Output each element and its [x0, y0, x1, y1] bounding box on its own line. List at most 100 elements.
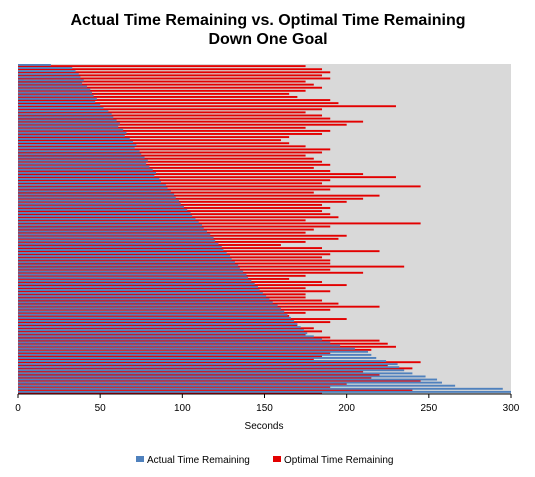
bar-optimal	[18, 222, 421, 225]
bar-actual	[18, 122, 120, 125]
bar-actual	[18, 101, 96, 103]
bar-optimal	[18, 111, 306, 114]
bar-actual	[18, 202, 181, 205]
legend-swatch-optimal	[273, 456, 281, 462]
bar-actual	[18, 384, 456, 387]
bar-actual	[18, 205, 184, 208]
bar-optimal	[18, 361, 421, 364]
bar-optimal	[18, 256, 323, 259]
bar-actual	[18, 125, 119, 128]
bar-optimal	[18, 92, 290, 95]
x-tick-label: 100	[174, 403, 191, 414]
bar-actual	[18, 94, 94, 97]
bar-actual	[18, 138, 130, 140]
legend-label-optimal: Optimal Time Remaining	[284, 455, 393, 466]
bar-optimal	[18, 120, 364, 123]
bar-actual	[18, 208, 188, 211]
bar-actual	[18, 313, 288, 316]
x-tick-label: 50	[95, 403, 107, 414]
bar-actual	[18, 264, 239, 267]
bar-actual	[18, 85, 88, 88]
bar-actual	[18, 134, 125, 137]
bar-actual	[18, 307, 281, 310]
bar-optimal	[18, 259, 331, 262]
bar-optimal	[18, 200, 347, 203]
bar-optimal	[18, 262, 331, 265]
bar-actual	[18, 323, 298, 325]
bar-optimal	[18, 71, 331, 74]
bar-optimal	[18, 126, 306, 129]
bar-actual	[18, 347, 355, 350]
bar-actual	[18, 319, 295, 322]
bar-actual	[18, 79, 84, 82]
bar-optimal	[18, 142, 290, 145]
bar-actual	[18, 276, 249, 279]
bar-optimal	[18, 207, 331, 209]
bar-actual	[18, 162, 147, 165]
bar-optimal	[18, 170, 331, 172]
x-tick-label: 300	[503, 403, 520, 414]
bar-actual	[18, 230, 207, 233]
bar-optimal	[18, 96, 298, 98]
bar-actual	[18, 171, 157, 174]
bar-actual	[18, 168, 153, 171]
bar-actual	[18, 341, 331, 344]
bar-optimal	[18, 74, 323, 77]
bar-actual	[18, 239, 216, 242]
bar-actual	[18, 267, 240, 270]
bar-actual	[18, 356, 377, 359]
bar-actual	[18, 298, 270, 301]
bar-actual	[18, 131, 127, 134]
bar-optimal	[18, 176, 396, 179]
bar-actual	[18, 153, 142, 156]
bar-optimal	[18, 247, 323, 250]
bar-optimal	[18, 219, 306, 222]
bar-optimal	[18, 148, 331, 151]
x-tick-label: 0	[15, 403, 21, 414]
bar-actual	[18, 144, 137, 147]
bar-optimal	[18, 271, 364, 274]
bar-optimal	[18, 293, 306, 296]
x-tick-label: 150	[256, 403, 273, 414]
bar-optimal	[18, 382, 347, 385]
bar-optimal	[18, 154, 306, 157]
bar-optimal	[18, 133, 323, 135]
bar-optimal	[18, 290, 331, 293]
bar-actual	[18, 181, 161, 184]
bar-actual	[18, 381, 442, 384]
bar-actual	[18, 91, 92, 94]
bar-actual	[18, 178, 160, 181]
bar-actual	[18, 73, 79, 76]
bar-optimal	[18, 151, 323, 154]
bar-actual	[18, 110, 109, 113]
bar-actual	[18, 165, 150, 168]
bar-optimal	[18, 145, 306, 148]
bar-optimal	[18, 108, 323, 111]
bar-actual	[18, 245, 222, 248]
bar-optimal	[18, 237, 339, 240]
bar-optimal	[18, 210, 323, 213]
bar-optimal	[18, 330, 323, 333]
bar-optimal	[18, 345, 396, 348]
bar-optimal	[18, 355, 323, 357]
bar-actual	[18, 236, 214, 239]
bar-actual	[18, 282, 255, 285]
bar-optimal	[18, 367, 413, 370]
bar-optimal	[18, 160, 323, 163]
bar-optimal	[18, 342, 388, 345]
bar-optimal	[18, 86, 323, 89]
bar-optimal	[18, 89, 306, 92]
bar-optimal	[18, 173, 364, 176]
bar-optimal	[18, 321, 331, 324]
legend-label-actual: Actual Time Remaining	[147, 455, 250, 466]
bar-optimal	[18, 191, 314, 194]
bar-optimal	[18, 129, 331, 132]
bar-optimal	[18, 114, 323, 117]
bar-optimal	[18, 117, 331, 120]
bar-optimal	[18, 305, 380, 308]
bar-optimal	[18, 370, 364, 373]
bar-actual	[18, 360, 387, 362]
bar-actual	[18, 221, 199, 224]
